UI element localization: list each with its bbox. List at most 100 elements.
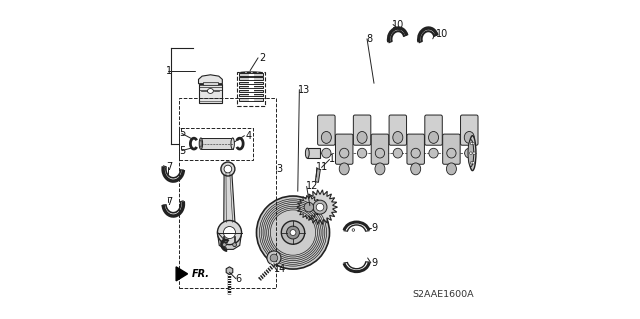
Text: 15: 15 <box>329 154 341 165</box>
Polygon shape <box>303 190 337 225</box>
Ellipse shape <box>375 148 385 158</box>
Ellipse shape <box>411 148 420 158</box>
Ellipse shape <box>322 148 331 158</box>
Ellipse shape <box>340 148 349 158</box>
Polygon shape <box>218 233 241 249</box>
Circle shape <box>472 142 474 145</box>
Bar <box>179 98 276 288</box>
Ellipse shape <box>321 131 332 143</box>
Circle shape <box>470 142 473 145</box>
Circle shape <box>313 200 327 214</box>
Ellipse shape <box>447 148 456 158</box>
Circle shape <box>224 165 232 173</box>
Ellipse shape <box>339 163 349 175</box>
Text: 8: 8 <box>366 34 372 44</box>
Ellipse shape <box>231 138 234 149</box>
Ellipse shape <box>305 148 309 158</box>
Bar <box>239 90 262 92</box>
Text: 16: 16 <box>217 227 229 238</box>
FancyBboxPatch shape <box>461 115 478 145</box>
Circle shape <box>287 226 300 239</box>
Text: 12: 12 <box>306 182 318 191</box>
Circle shape <box>218 220 241 245</box>
Ellipse shape <box>464 131 474 143</box>
Circle shape <box>221 162 235 176</box>
Text: 9: 9 <box>372 258 378 268</box>
Ellipse shape <box>393 131 403 143</box>
Bar <box>239 73 262 76</box>
Ellipse shape <box>393 148 403 158</box>
Bar <box>307 148 320 158</box>
Bar <box>239 85 262 88</box>
Ellipse shape <box>199 138 203 149</box>
Bar <box>239 98 262 101</box>
Polygon shape <box>226 267 233 274</box>
Ellipse shape <box>469 136 476 171</box>
Text: 5: 5 <box>179 129 186 138</box>
FancyBboxPatch shape <box>335 134 353 164</box>
Circle shape <box>257 196 330 269</box>
Bar <box>239 94 262 96</box>
Circle shape <box>267 251 281 265</box>
Ellipse shape <box>207 89 213 93</box>
Bar <box>239 78 262 80</box>
Circle shape <box>352 229 355 231</box>
Circle shape <box>223 226 236 239</box>
Text: 1: 1 <box>166 66 172 76</box>
Text: 11: 11 <box>316 162 328 173</box>
Circle shape <box>304 202 314 212</box>
Ellipse shape <box>429 131 438 143</box>
Text: 4: 4 <box>245 131 252 141</box>
Circle shape <box>223 243 227 247</box>
Circle shape <box>470 152 472 154</box>
Polygon shape <box>297 195 321 219</box>
Circle shape <box>290 230 296 235</box>
Text: 3: 3 <box>276 164 282 174</box>
Ellipse shape <box>357 131 367 143</box>
FancyBboxPatch shape <box>389 115 406 145</box>
Ellipse shape <box>357 148 367 158</box>
Bar <box>204 82 218 85</box>
Ellipse shape <box>447 163 456 175</box>
Bar <box>179 128 253 160</box>
Bar <box>237 72 266 106</box>
Circle shape <box>472 161 474 164</box>
Ellipse shape <box>200 140 202 147</box>
Ellipse shape <box>411 163 420 175</box>
Text: FR.: FR. <box>191 270 209 279</box>
Circle shape <box>316 203 324 211</box>
Polygon shape <box>176 267 188 281</box>
Circle shape <box>473 152 476 154</box>
Ellipse shape <box>375 163 385 175</box>
FancyBboxPatch shape <box>425 115 442 145</box>
Ellipse shape <box>429 148 438 158</box>
Text: S2AAE1600A: S2AAE1600A <box>412 290 474 299</box>
Bar <box>239 82 262 84</box>
Bar <box>201 138 233 149</box>
FancyBboxPatch shape <box>317 115 335 145</box>
Text: 5: 5 <box>179 145 186 156</box>
Polygon shape <box>224 171 235 226</box>
Text: 7: 7 <box>166 197 172 207</box>
FancyBboxPatch shape <box>407 134 424 164</box>
Text: 13: 13 <box>298 85 310 95</box>
FancyBboxPatch shape <box>353 115 371 145</box>
Text: 2: 2 <box>259 53 265 63</box>
Text: 6: 6 <box>235 274 241 284</box>
Text: 7: 7 <box>166 162 172 173</box>
Text: 10: 10 <box>436 29 448 39</box>
Text: 14: 14 <box>275 264 287 274</box>
Ellipse shape <box>468 140 474 167</box>
Bar <box>198 84 222 103</box>
Ellipse shape <box>465 148 474 158</box>
Circle shape <box>233 243 236 247</box>
Polygon shape <box>198 75 222 84</box>
Text: 9: 9 <box>372 223 378 233</box>
FancyBboxPatch shape <box>371 134 388 164</box>
Text: 10: 10 <box>392 19 404 30</box>
Polygon shape <box>316 168 320 182</box>
Circle shape <box>270 254 278 262</box>
Circle shape <box>282 221 305 244</box>
Circle shape <box>470 161 473 164</box>
FancyBboxPatch shape <box>443 134 460 164</box>
